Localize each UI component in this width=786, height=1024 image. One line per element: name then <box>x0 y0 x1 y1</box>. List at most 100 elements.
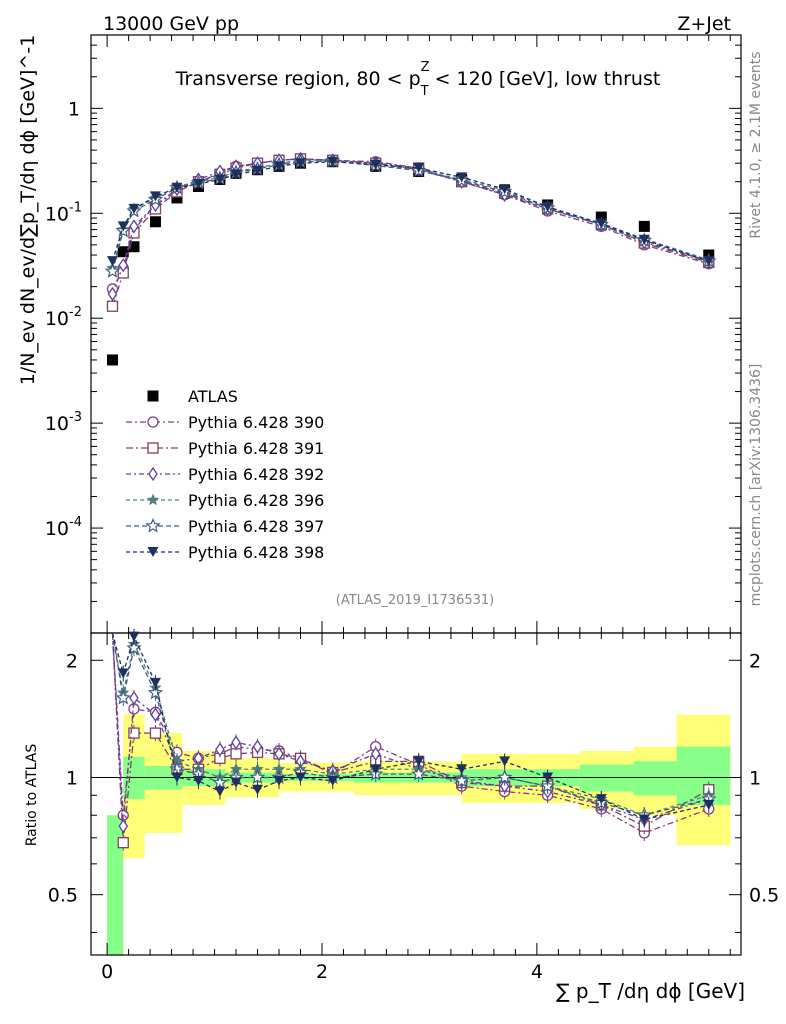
ratio-line <box>111 632 709 834</box>
ratio-point <box>370 746 381 762</box>
ratio-point <box>117 837 129 849</box>
ratio-point <box>499 756 511 767</box>
legend-label-2: Pythia 6.428 391 <box>188 439 324 458</box>
legend: ATLAS Pythia 6.428 390 Pythia 6.428 391 Pyt… <box>126 387 324 562</box>
data-point <box>327 156 339 167</box>
axis-ticks <box>91 34 741 955</box>
ratio-point <box>128 631 140 642</box>
ratio-point <box>272 762 286 775</box>
ratio-point <box>149 677 161 688</box>
plot-title-sub: T <box>420 84 429 99</box>
header-process: Z+Jet <box>677 13 731 35</box>
ratio-point <box>252 784 264 795</box>
data-point <box>703 256 715 267</box>
ratio-band-inner-10 <box>676 746 731 805</box>
ratio-point <box>413 756 425 767</box>
data-point <box>117 246 129 258</box>
series-5 <box>104 152 717 824</box>
ratio-point <box>273 775 285 786</box>
data-point <box>413 163 425 174</box>
plot-title-sup: Z <box>421 60 430 75</box>
ratio-tick-label-right: 1 <box>749 767 761 789</box>
data-series <box>104 151 717 851</box>
ratio-point <box>497 769 513 784</box>
legend-marker-0 <box>147 390 159 402</box>
ratio-point <box>149 727 162 739</box>
plot-title-main: Transverse region, 80 < p <box>175 68 421 90</box>
ratio-point <box>638 814 650 825</box>
ratio-point <box>456 764 468 775</box>
data-point <box>149 191 161 202</box>
data-point <box>370 159 382 170</box>
ratio-plot-frame <box>90 632 742 956</box>
x-tick-label: 2 <box>316 961 328 983</box>
legend-label-0: ATLAS <box>188 387 238 406</box>
data-point <box>192 179 204 190</box>
y-tick-label: 10-2 <box>45 305 82 330</box>
x-tick-label: 0 <box>101 961 113 983</box>
ratio-point <box>128 727 140 739</box>
ratio-point <box>327 775 339 786</box>
ratio-point <box>539 778 556 793</box>
legend-marker-4 <box>146 493 160 506</box>
plot-title: Transverse region, 80 < pZ T < 120 [GeV],… <box>175 60 661 99</box>
data-point <box>104 263 121 278</box>
ratio-point <box>126 639 142 655</box>
series-line <box>111 161 709 262</box>
ratio-point <box>115 689 131 705</box>
data-point <box>128 241 140 253</box>
ratio-point <box>542 772 554 783</box>
ratio-line <box>111 632 709 821</box>
ratio-point <box>150 707 161 722</box>
legend-marker-2 <box>147 442 159 454</box>
data-point <box>499 184 511 195</box>
ratio-tick-label-left: 1 <box>66 767 78 789</box>
ratio-point <box>251 762 264 775</box>
ratio-point <box>192 775 204 786</box>
ratio-point <box>214 786 226 797</box>
ratio-point <box>410 766 427 781</box>
ratio-tick-label-left: 2 <box>66 650 78 672</box>
y-tick-label: 10-3 <box>45 410 82 435</box>
ratio-axis-label: Ratio to ATLAS <box>24 744 40 847</box>
data-point <box>595 218 607 229</box>
data-point <box>456 172 468 183</box>
ratio-point <box>295 772 307 783</box>
y-tick-label: 10-1 <box>45 200 82 225</box>
ratio-point <box>274 746 284 762</box>
data-point <box>252 165 264 176</box>
ratio-point <box>229 762 243 775</box>
ratio-point <box>595 794 607 805</box>
legend-label-3: Pythia 6.428 392 <box>188 465 324 484</box>
ratio-tick-label-right: 2 <box>749 650 761 672</box>
ratio-band-inner-8 <box>579 764 634 792</box>
ratio-point <box>171 772 183 783</box>
series-6 <box>106 156 715 828</box>
legend-marker-3 <box>148 466 158 482</box>
legend-marker-1 <box>147 416 159 428</box>
ratio-point <box>215 742 225 757</box>
data-point <box>638 234 650 245</box>
mcplots-credit-label: mcplots.cern.ch [arXiv:1306.3436] <box>748 364 764 607</box>
ratio-point <box>170 754 184 767</box>
data-point <box>295 158 307 169</box>
ratio-band-inner-9 <box>633 761 677 796</box>
legend-marker-6 <box>147 547 159 557</box>
data-point <box>171 192 183 204</box>
ratio-point <box>252 739 263 754</box>
legend-marker-5 <box>145 517 161 533</box>
header-energy: 13000 GeV pp <box>103 13 239 35</box>
ratio-point <box>118 818 129 834</box>
data-point <box>230 169 242 180</box>
ratio-point <box>454 772 470 788</box>
x-tick-label: 4 <box>531 961 543 983</box>
data-point <box>542 201 554 212</box>
data-point <box>273 161 285 172</box>
data-point <box>117 221 129 232</box>
ratio-line <box>111 632 710 843</box>
data-point <box>129 219 139 234</box>
data-point <box>106 354 118 366</box>
legend-label-4: Pythia 6.428 396 <box>188 491 324 510</box>
ratio-point <box>230 777 242 788</box>
ratio-point <box>703 799 715 810</box>
